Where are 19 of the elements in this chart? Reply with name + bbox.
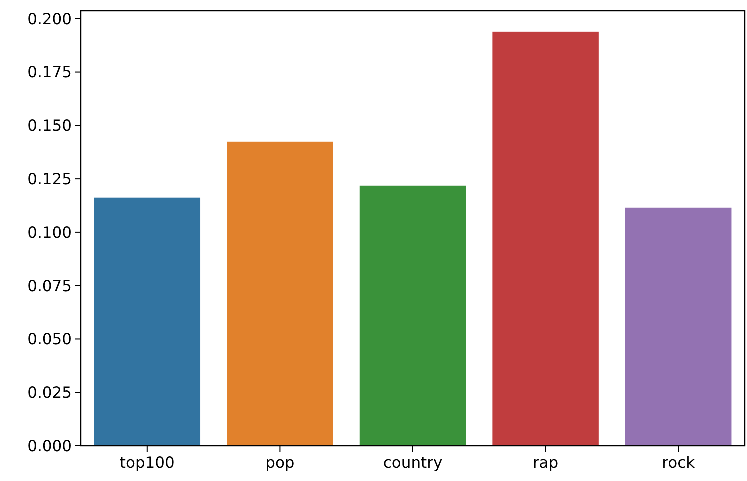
bar xyxy=(360,186,466,446)
x-tick-label: country xyxy=(383,454,443,472)
y-tick-label: 0.125 xyxy=(28,170,72,188)
x-tick-label: rock xyxy=(662,454,696,472)
x-tick-label: pop xyxy=(266,454,295,472)
y-tick-label: 0.025 xyxy=(28,384,72,402)
y-tick-label: 0.175 xyxy=(28,64,72,82)
y-tick-label: 0.050 xyxy=(28,330,72,349)
y-tick-label: 0.100 xyxy=(28,224,72,242)
bar xyxy=(227,142,334,446)
x-tick-label: rap xyxy=(532,454,559,472)
bar xyxy=(94,198,201,446)
bar xyxy=(625,208,732,446)
bar xyxy=(492,32,599,446)
y-tick-label: 0.000 xyxy=(28,437,72,456)
y-tick-label: 0.150 xyxy=(28,117,72,136)
y-tick-label: 0.200 xyxy=(28,10,72,28)
y-tick-label: 0.075 xyxy=(28,277,72,296)
x-tick-label: top100 xyxy=(120,454,175,472)
